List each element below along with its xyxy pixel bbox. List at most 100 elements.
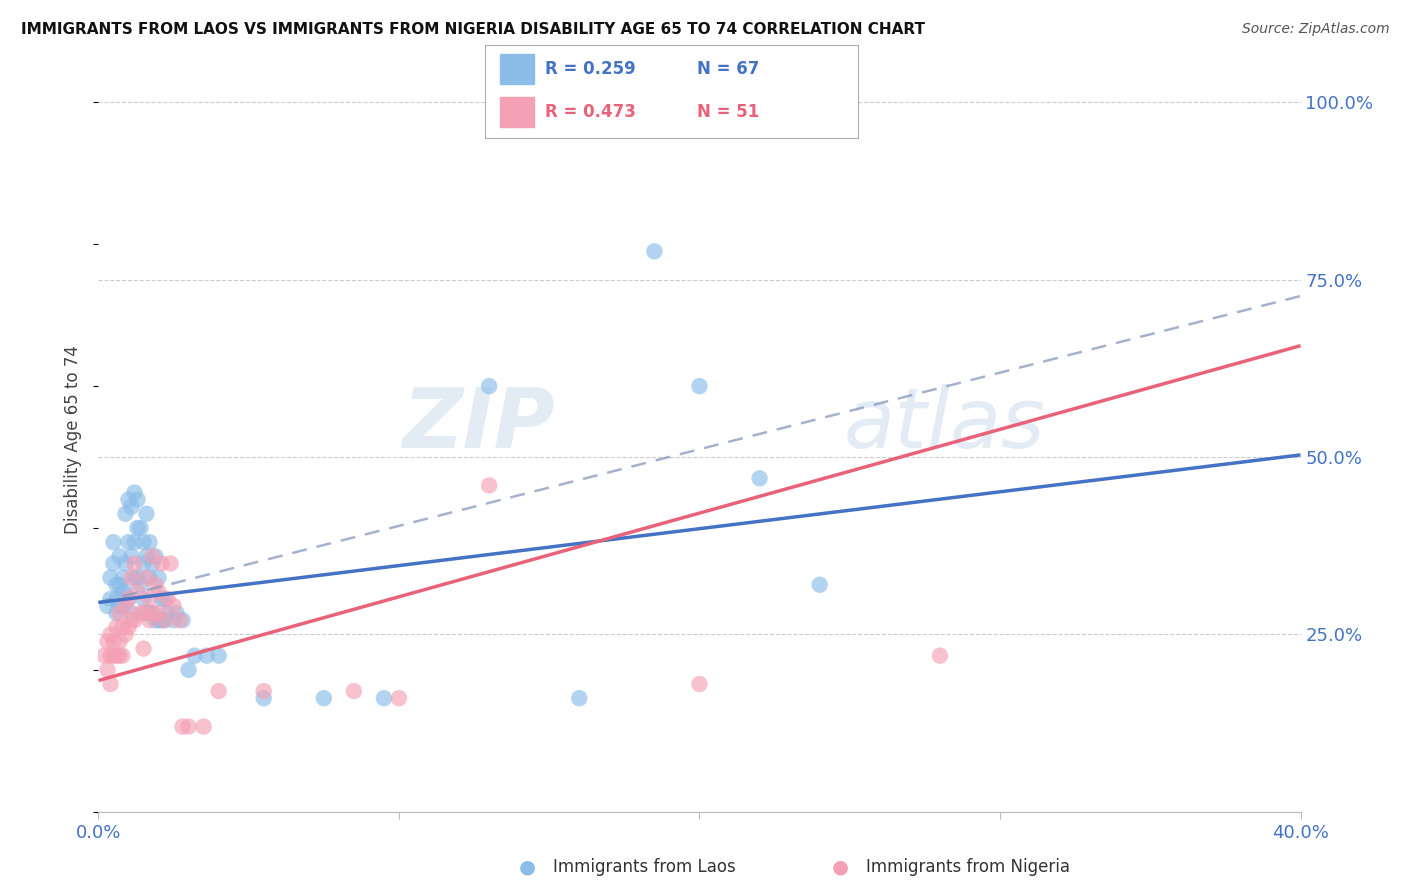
Point [124,485,146,500]
Point [156,606,179,620]
Point [117,492,139,507]
Point [108,549,131,564]
Bar [501,97,533,127]
Point [117,591,139,606]
Point [343,684,366,698]
Point [478,379,501,393]
Point [208,648,231,663]
Point [177,663,200,677]
Text: Immigrants from Nigeria: Immigrants from Nigeria [866,858,1070,876]
Point [145,578,167,592]
Point [129,521,152,535]
Point [108,648,131,663]
Point [103,557,125,571]
Text: IMMIGRANTS FROM LAOS VS IMMIGRANTS FROM NIGERIA DISABILITY AGE 65 TO 74 CORRELAT: IMMIGRANTS FROM LAOS VS IMMIGRANTS FROM … [21,22,925,37]
Point [124,535,146,549]
Point [145,549,167,564]
Point [111,620,134,634]
Point [100,571,122,585]
Point [162,613,184,627]
Text: ●: ● [519,857,536,877]
Point [132,606,155,620]
Point [108,599,131,613]
Point [121,549,143,564]
Point [114,627,136,641]
Point [373,691,395,706]
Point [141,606,163,620]
Point [138,571,160,585]
Point [114,584,136,599]
Point [105,578,128,592]
Text: R = 0.259: R = 0.259 [544,60,636,78]
Point [153,613,176,627]
Point [135,549,157,564]
Text: atlas: atlas [844,384,1046,465]
Point [138,606,160,620]
Point [141,549,163,564]
Point [159,557,181,571]
Point [93,648,115,663]
Point [135,571,157,585]
Point [132,641,155,656]
Point [141,606,163,620]
Point [121,571,143,585]
Point [127,584,149,599]
Text: ZIP: ZIP [402,384,555,465]
Point [114,507,136,521]
Point [129,606,152,620]
Point [117,620,139,634]
Point [105,606,128,620]
Point [111,648,134,663]
Point [103,535,125,549]
Point [388,691,411,706]
Point [153,613,176,627]
Point [153,591,176,606]
Point [193,720,215,734]
Point [478,478,501,492]
Point [150,557,173,571]
Point [808,578,831,592]
Text: N = 67: N = 67 [697,60,759,78]
Point [162,599,184,613]
Text: Source: ZipAtlas.com: Source: ZipAtlas.com [1241,22,1389,37]
FancyBboxPatch shape [485,45,858,138]
Point [121,500,143,514]
Point [124,557,146,571]
Point [183,648,205,663]
Point [96,634,118,648]
Y-axis label: Disability Age 65 to 74: Disability Age 65 to 74 [65,345,83,533]
Point [117,591,139,606]
Text: N = 51: N = 51 [697,103,759,121]
Point [253,684,276,698]
Point [132,591,155,606]
Point [100,677,122,691]
Point [148,613,170,627]
Point [166,606,188,620]
Point [138,613,160,627]
Point [103,634,125,648]
Point [111,599,134,613]
Point [141,557,163,571]
Point [145,613,167,627]
Point [929,648,952,663]
Point [132,557,155,571]
Point [114,557,136,571]
Point [105,591,128,606]
Point [135,606,157,620]
Point [172,613,194,627]
Point [103,648,125,663]
Point [117,535,139,549]
Text: ●: ● [832,857,849,877]
Point [150,613,173,627]
Point [312,691,335,706]
Point [132,535,155,549]
Text: R = 0.473: R = 0.473 [544,103,636,121]
Point [568,691,591,706]
Point [100,591,122,606]
Point [127,492,149,507]
Point [135,507,157,521]
Point [96,599,118,613]
Point [148,584,170,599]
Point [129,578,152,592]
Point [253,691,276,706]
